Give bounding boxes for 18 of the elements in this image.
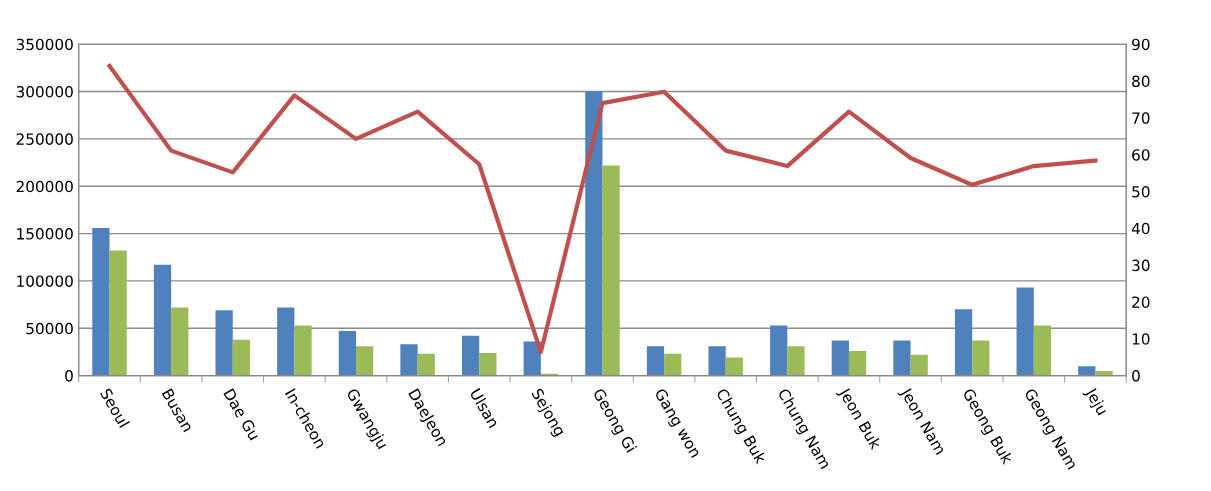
y2-tick-label: 30 <box>1132 259 1150 272</box>
y-tick-label: 300000 <box>16 86 73 98</box>
y2-tick-label: 20 <box>1132 296 1150 308</box>
y-tick-label: 350000 <box>16 38 73 51</box>
y2-tick-label: 80 <box>1132 75 1150 88</box>
y2-tick-label: 90 <box>1132 38 1150 51</box>
y2-tick-label: 40 <box>1131 222 1150 235</box>
y2-tick-label: 70 <box>1132 112 1150 124</box>
y-tick-label: 250000 <box>16 133 73 145</box>
y-tick-label: 150000 <box>17 228 73 240</box>
y-tick-label: 50000 <box>26 322 73 335</box>
y2-tick-label: 60 <box>1132 149 1150 161</box>
y2-tick-label: 10 <box>1132 333 1150 345</box>
y-tick-label: 0 <box>65 370 73 382</box>
y-tick-label: 100000 <box>17 275 73 287</box>
y-tick-label: 200000 <box>16 180 73 193</box>
y2-tick-label: 0 <box>1132 370 1140 382</box>
y2-tick-label: 50 <box>1132 185 1150 198</box>
